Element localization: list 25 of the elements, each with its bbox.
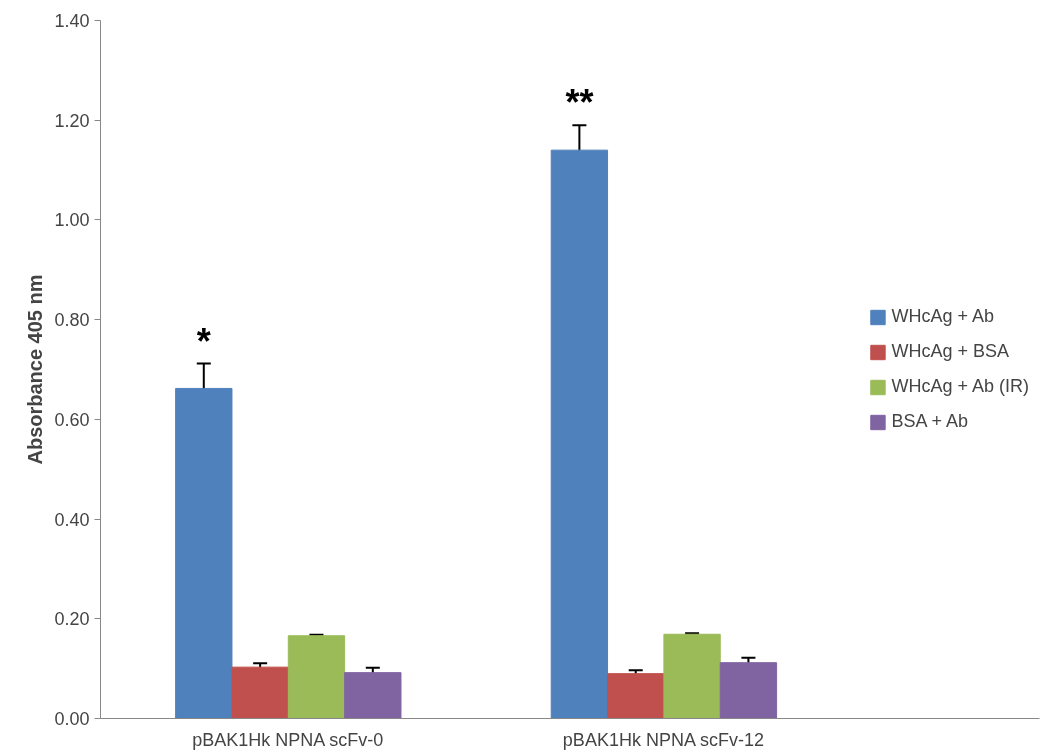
annotation: ** bbox=[565, 82, 594, 124]
annotation: * bbox=[196, 320, 211, 362]
legend-label: BSA + Ab bbox=[891, 411, 969, 432]
bar bbox=[231, 666, 289, 719]
legend-label: WHcAg + Ab bbox=[891, 306, 995, 327]
bar bbox=[175, 387, 233, 719]
y-axis-title: Absorbance 405 nm bbox=[24, 274, 47, 465]
bar bbox=[287, 635, 346, 719]
bar bbox=[719, 662, 778, 719]
y-tick-label: 1.00 bbox=[54, 210, 90, 231]
y-tick-label: 0.20 bbox=[54, 609, 90, 630]
bar bbox=[663, 633, 721, 719]
y-tick-label: 0.00 bbox=[54, 709, 90, 729]
x-tick-label: pBAK1Hk NPNA scFv-12 bbox=[562, 729, 764, 750]
bar bbox=[550, 149, 609, 719]
y-tick-label: 0.60 bbox=[54, 409, 90, 430]
y-tick-label: 0.80 bbox=[54, 310, 90, 331]
bar bbox=[344, 672, 402, 719]
y-tick-label: 1.40 bbox=[54, 11, 90, 31]
x-tick-label: pBAK1Hk NPNA scFv-0 bbox=[192, 729, 384, 750]
y-tick-label: 0.40 bbox=[54, 509, 90, 530]
y-tick-label: 1.20 bbox=[54, 110, 90, 131]
legend-label: WHcAg + BSA bbox=[891, 341, 1010, 362]
bar bbox=[607, 673, 665, 719]
legend-label: WHcAg + Ab (IR) bbox=[891, 376, 1029, 397]
